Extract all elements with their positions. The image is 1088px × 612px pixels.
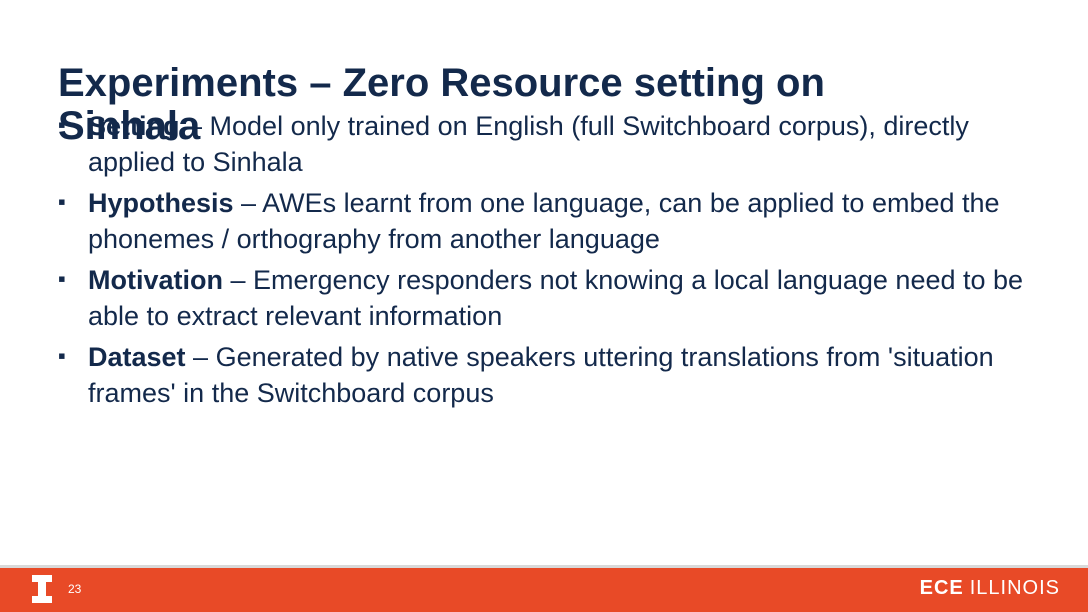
bullet-label: Motivation <box>88 265 223 295</box>
bullet-text: Generated by native speakers uttering tr… <box>88 342 994 408</box>
footer-brand-bold: ECE <box>920 577 964 600</box>
page-number: 23 <box>68 582 81 596</box>
bullet-label: Dataset <box>88 342 186 372</box>
bullet-item: Motivation – Emergency responders not kn… <box>58 262 1038 335</box>
bullet-sep: – <box>186 342 216 372</box>
bullet-label: Setting <box>88 111 180 141</box>
content-area: Experiments – Zero Resource setting on <box>58 60 1038 106</box>
bullet-text: Model only trained on English (full Swit… <box>88 111 969 177</box>
slide-title-line1: Experiments – Zero Resource setting on <box>58 60 1038 106</box>
block-i-logo-icon <box>30 574 54 604</box>
bullet-sep: – <box>234 188 263 218</box>
bullet-label: Hypothesis <box>88 188 234 218</box>
footer-brand: ECE ILLINOIS <box>920 577 1060 600</box>
bullet-sep: – <box>223 265 253 295</box>
bullet-item: Hypothesis – AWEs learnt from one langua… <box>58 185 1038 258</box>
bullet-item: Setting – Model only trained on English … <box>58 108 1038 181</box>
footer-brand-thin: ILLINOIS <box>970 577 1060 600</box>
footer-bar: 23 ECE ILLINOIS <box>0 568 1088 612</box>
bullet-sep: – <box>180 111 210 141</box>
bullet-list: Setting – Model only trained on English … <box>58 108 1038 416</box>
slide: Experiments – Zero Resource setting on S… <box>0 0 1088 612</box>
bullet-item: Dataset – Generated by native speakers u… <box>58 339 1038 412</box>
